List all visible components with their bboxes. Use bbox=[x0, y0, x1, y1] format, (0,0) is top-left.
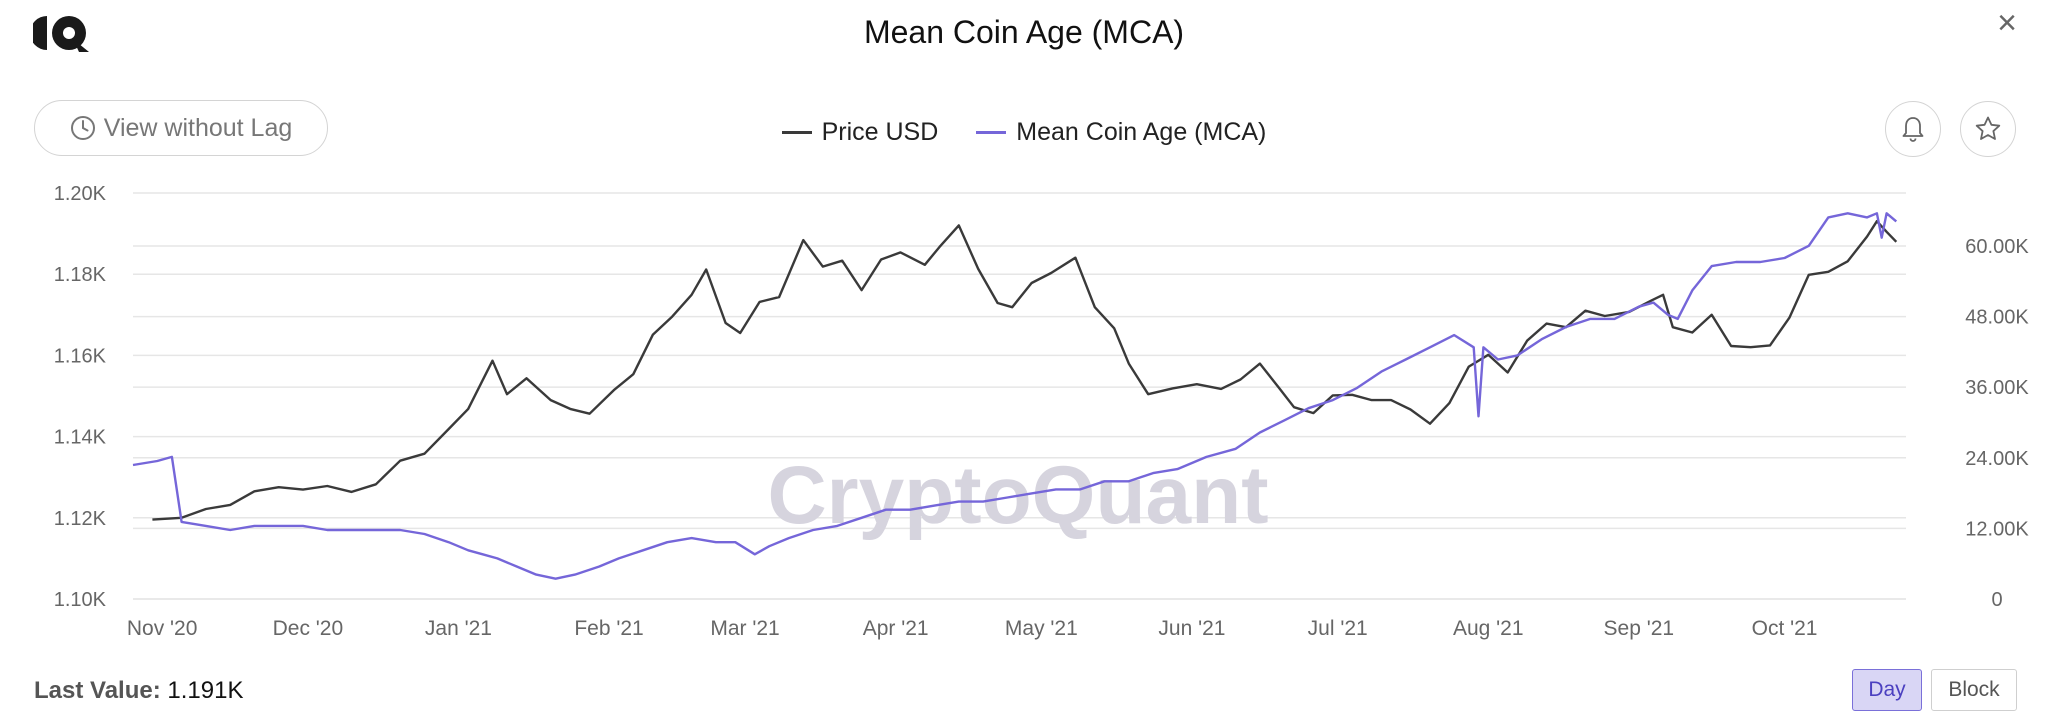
bell-icon bbox=[1902, 117, 1924, 142]
x-tick-label: Sep '21 bbox=[1604, 617, 1675, 640]
last-value-label: Last Value: bbox=[34, 677, 161, 704]
legend-swatch-price bbox=[781, 131, 812, 134]
x-tick-label: Jan '21 bbox=[425, 617, 492, 640]
y-right-tick-label: 36.00K bbox=[1965, 377, 2029, 399]
y-left-tick-label: 1.18K bbox=[54, 264, 107, 286]
legend-label-price: Price USD bbox=[821, 118, 939, 146]
chart-area: CryptoQuant 1.10K1.12K1.14K1.16K1.18K1.2… bbox=[54, 183, 2030, 640]
x-tick-label: Dec '20 bbox=[273, 617, 344, 640]
favorite-button[interactable] bbox=[1960, 101, 2016, 157]
x-tick-label: Nov '20 bbox=[127, 617, 198, 640]
y-left-tick-label: 1.12K bbox=[54, 508, 107, 530]
toggle-day-button[interactable]: Day bbox=[1852, 669, 1922, 711]
y-right-tick-label: 12.00K bbox=[1965, 518, 2029, 540]
y-left-tick-label: 1.10K bbox=[54, 589, 107, 611]
view-without-lag-label: View without Lag bbox=[103, 113, 293, 142]
clock-icon bbox=[70, 116, 95, 140]
y-left-tick-label: 1.16K bbox=[54, 345, 107, 367]
toggle-block-button[interactable]: Block bbox=[1931, 669, 2017, 711]
legend-label-mca: Mean Coin Age (MCA) bbox=[1016, 118, 1267, 146]
x-tick-label: Oct '21 bbox=[1752, 617, 1818, 640]
series-line-mca bbox=[132, 212, 1898, 580]
x-tick-label: Jun '21 bbox=[1158, 617, 1225, 640]
x-tick-label: Mar '21 bbox=[710, 617, 779, 640]
y-left-tick-label: 1.14K bbox=[54, 427, 107, 449]
x-tick-label: May '21 bbox=[1005, 617, 1078, 640]
legend-item-mca[interactable]: Mean Coin Age (MCA) bbox=[976, 118, 1266, 147]
last-value-number: 1.191K bbox=[167, 677, 244, 704]
x-tick-label: Feb '21 bbox=[574, 617, 643, 640]
close-button[interactable]: × bbox=[1997, 4, 2017, 42]
x-tick-label: Jul '21 bbox=[1308, 617, 1368, 640]
page-title: Mean Coin Age (MCA) bbox=[863, 14, 1185, 50]
series-line-price bbox=[152, 219, 1898, 521]
y-right-tick-label: 60.00K bbox=[1965, 236, 2029, 258]
y-right-tick-label: 48.00K bbox=[1965, 307, 2029, 329]
y-left-tick-label: 1.20K bbox=[54, 183, 107, 205]
last-value: Last Value: 1.191K bbox=[34, 677, 243, 705]
chart-legend: Price USD Mean Coin Age (MCA) bbox=[0, 118, 2048, 147]
x-tick-label: Apr '21 bbox=[863, 617, 929, 640]
y-right-tick-label: 0 bbox=[1991, 589, 2002, 611]
cryptoquant-logo bbox=[33, 16, 89, 52]
alert-button[interactable] bbox=[1885, 101, 1941, 157]
legend-item-price[interactable]: Price USD bbox=[781, 118, 939, 147]
star-icon bbox=[1975, 116, 2001, 140]
x-tick-label: Aug '21 bbox=[1453, 617, 1524, 640]
legend-swatch-mca bbox=[976, 131, 1007, 134]
y-right-tick-label: 24.00K bbox=[1965, 448, 2029, 470]
view-without-lag-button[interactable]: View without Lag bbox=[34, 100, 328, 156]
